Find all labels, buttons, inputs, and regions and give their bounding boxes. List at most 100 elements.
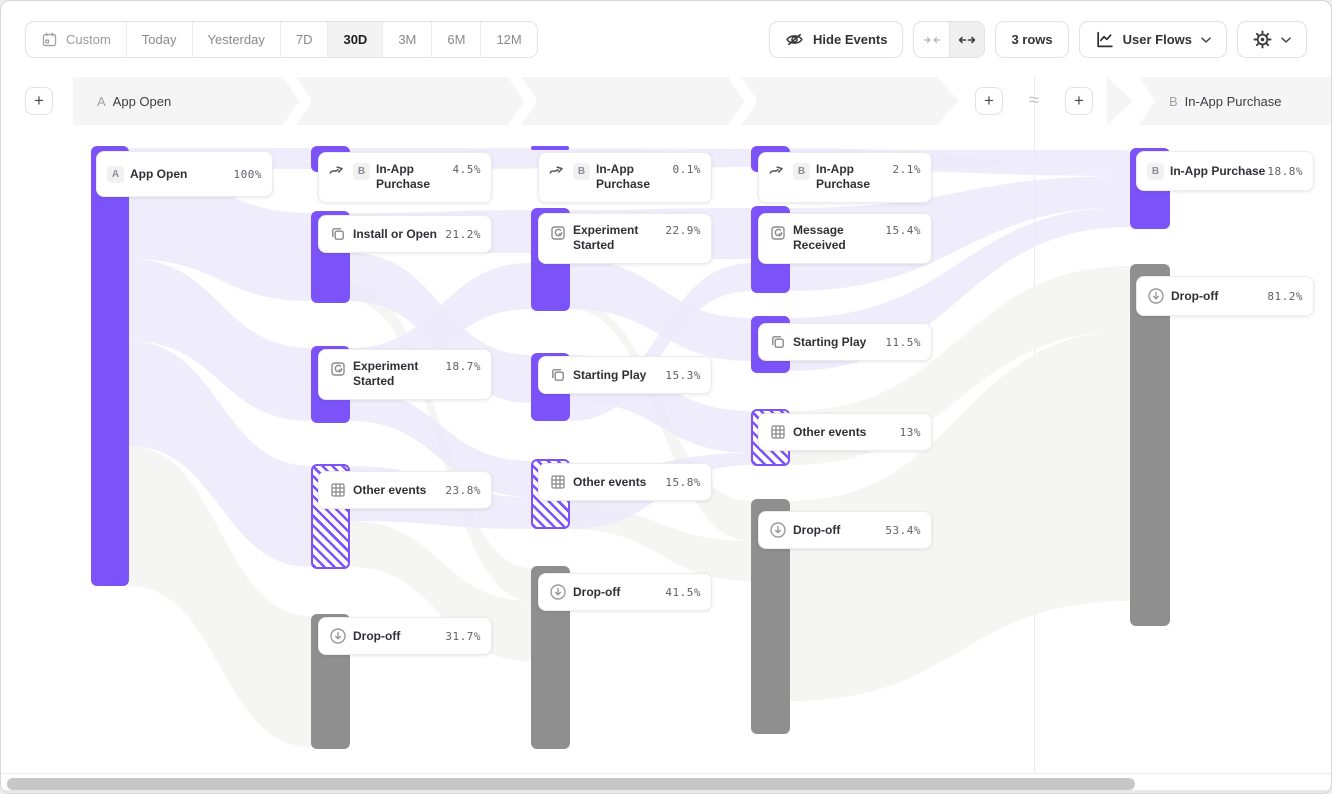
date-range-7d[interactable]: 7D [281, 22, 329, 57]
grid-icon [769, 423, 787, 441]
view-selector-dropdown[interactable]: User Flows [1078, 21, 1227, 58]
node-label: App Open [130, 166, 188, 181]
node-pct: 15.3% [665, 368, 701, 382]
overlapping-squares-icon [549, 366, 567, 384]
flow-node-card-other-events[interactable]: Other events 13% [758, 413, 932, 451]
flow-node-card-drop-off[interactable]: Drop-off 31.7% [318, 617, 492, 655]
event-a-badge: A [97, 93, 106, 109]
overlapping-squares-icon [769, 333, 787, 351]
event-b-badge: B [1147, 162, 1164, 180]
node-label: Starting Play [793, 334, 867, 349]
node-pct: 81.2% [1267, 289, 1303, 303]
node-pct: 31.7% [445, 629, 481, 643]
date-range-today[interactable]: Today [127, 22, 193, 57]
event-b-badge: B [353, 163, 370, 180]
node-label: In-App Purchase [376, 162, 431, 191]
node-label: Experiment Started [353, 359, 419, 388]
flow-node-card-other-events[interactable]: Other events 23.8% [318, 471, 492, 509]
node-pct: 41.5% [665, 585, 701, 599]
flow-node-card-starting-play[interactable]: Starting Play 11.5% [758, 323, 932, 361]
date-range-yesterday[interactable]: Yesterday [193, 22, 281, 57]
overlapping-squares-icon [329, 225, 347, 243]
flow-node-card-starting-play[interactable]: Starting Play 15.3% [538, 356, 712, 394]
flow-node-card-in-app-purchase-end[interactable]: B In-App Purchase 18.8% [1136, 151, 1314, 191]
date-range-label: Custom [66, 32, 111, 47]
node-pct: 21.2% [445, 227, 481, 241]
experiment-icon [549, 224, 567, 242]
date-range-custom[interactable]: Custom [26, 22, 127, 57]
node-pct: 0.1% [672, 163, 701, 176]
drop-off-icon [769, 521, 787, 539]
node-pct: 23.8% [445, 483, 481, 497]
settings-dropdown[interactable] [1237, 21, 1307, 58]
flow-node-card-other-events[interactable]: Other events 15.8% [538, 463, 712, 501]
node-label: Drop-off [353, 628, 401, 643]
node-pct: 11.5% [885, 335, 921, 349]
approx-gap-icon: ≈ [1028, 90, 1040, 111]
flow-node-card-message-received[interactable]: Message Received 15.4% [758, 213, 932, 264]
horizontal-scrollbar[interactable] [7, 778, 1135, 790]
eye-off-icon [785, 30, 804, 49]
flow-node-card-drop-off-end[interactable]: Drop-off 81.2% [1136, 276, 1314, 316]
flow-node-card-install-or-open[interactable]: Install or Open 21.2% [318, 215, 492, 253]
section-a-label: A App Open [97, 77, 171, 125]
window-bottom-strip [1, 790, 1331, 793]
hide-events-button[interactable]: Hide Events [769, 21, 904, 58]
rows-button[interactable]: 3 rows [995, 21, 1069, 58]
drop-off-icon [1147, 287, 1165, 305]
node-label: Install or Open [353, 226, 438, 241]
node-pct: 53.4% [885, 523, 921, 537]
experiment-icon [769, 224, 787, 242]
flow-node-card-in-app-purchase[interactable]: B In-App Purchase 4.5% [318, 152, 492, 203]
expand-button[interactable] [949, 22, 985, 57]
node-bar-in-app-purchase[interactable] [531, 146, 569, 150]
hide-events-label: Hide Events [813, 32, 888, 47]
node-pct: 18.7% [445, 360, 481, 373]
date-range-12m[interactable]: 12M [496, 32, 522, 47]
node-label: Other events [793, 424, 867, 439]
flow-node-card-in-app-purchase[interactable]: B In-App Purchase 2.1% [758, 152, 932, 203]
section-a-title: App Open [112, 93, 172, 109]
calendar-icon [41, 31, 58, 48]
date-range-30d[interactable]: 30D [328, 22, 384, 57]
curved-arrow-icon [329, 163, 347, 181]
toolbar-right-cluster: Hide Events [769, 21, 1307, 58]
rows-label: 3 rows [1011, 32, 1053, 47]
node-pct: 4.5% [452, 163, 481, 176]
section-a-header-band[interactable]: A App Open [73, 77, 959, 125]
add-step-before-button[interactable]: + [25, 87, 53, 115]
chevron-separator-icon [283, 77, 311, 130]
drop-off-icon [549, 583, 567, 601]
experiment-icon [329, 360, 347, 378]
event-a-badge: A [107, 165, 124, 183]
node-bar-drop-off-end[interactable] [1130, 264, 1170, 626]
node-label: Drop-off [1171, 288, 1219, 303]
flow-node-card-app-open[interactable]: A App Open 100% [96, 151, 273, 197]
chevron-down-icon [1201, 36, 1211, 44]
flow-node-card-drop-off[interactable]: Drop-off 41.5% [538, 573, 712, 611]
node-label: In-App Purchase [816, 162, 871, 191]
event-b-badge: B [573, 163, 590, 180]
date-range-3m[interactable]: 3M [383, 22, 433, 57]
event-b-badge: B [1169, 93, 1178, 109]
flow-node-card-experiment-started[interactable]: Experiment Started 18.7% [318, 349, 492, 400]
node-bar-app-open[interactable] [91, 146, 129, 586]
section-b-header-band[interactable]: B In-App Purchase [1139, 77, 1331, 125]
node-pct: 13% [899, 425, 921, 439]
chevron-separator-icon [508, 77, 536, 130]
gear-icon [1253, 30, 1272, 49]
collapse-button[interactable] [914, 22, 949, 57]
event-b-badge: B [793, 163, 810, 180]
view-selector-label: User Flows [1122, 32, 1192, 47]
flow-node-card-drop-off[interactable]: Drop-off 53.4% [758, 511, 932, 549]
add-step-before-end-button[interactable]: + [1065, 87, 1093, 115]
toolbar: Custom Today Yesterday 7D 30D 3M 6M 12M … [1, 1, 1331, 67]
date-range-6m[interactable]: 6M [432, 22, 482, 57]
flow-node-card-experiment-started[interactable]: Experiment Started 22.9% [538, 213, 712, 264]
flow-node-card-in-app-purchase[interactable]: B In-App Purchase 0.1% [538, 152, 712, 203]
add-step-after-button[interactable]: + [975, 87, 1003, 115]
content-bottom-edge [1, 773, 1331, 774]
node-pct: 22.9% [665, 224, 701, 237]
node-label: Other events [573, 474, 647, 489]
